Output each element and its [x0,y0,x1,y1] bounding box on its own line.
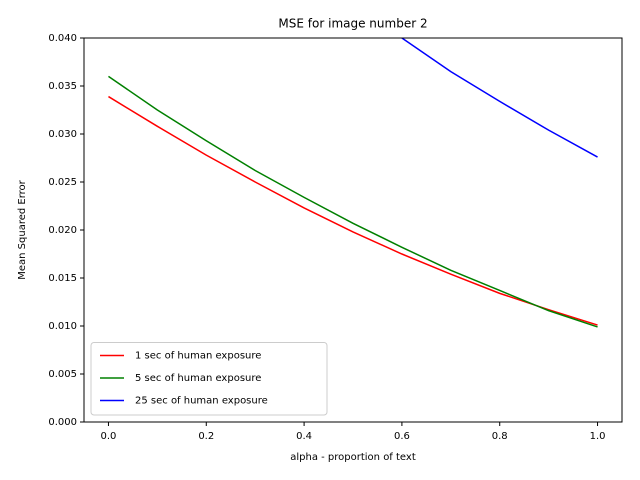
x-axis-label: alpha - proportion of text [290,452,416,463]
series-line [108,75,598,328]
x-tick-label: 1.0 [590,431,606,442]
x-tick-label: 0.8 [492,431,508,442]
y-tick-label: 0.030 [48,129,77,140]
x-tick-label: 0.0 [101,431,117,442]
legend-box [90,342,328,416]
y-axis-label: Mean Squared Error [17,179,28,279]
y-tick-label: 0.040 [48,33,77,44]
legend-label: 1 sec of human exposure [135,351,261,362]
y-tick-label: 0.015 [48,273,77,284]
y-tick-label: 0.010 [48,321,77,332]
y-tick-label: 0.005 [48,369,77,380]
x-tick-label: 0.6 [394,431,410,442]
y-tick-label: 0.000 [48,417,77,428]
series-line [401,38,598,158]
legend-label: 5 sec of human exposure [135,373,261,384]
x-tick-label: 0.2 [198,431,214,442]
series-line [108,95,598,326]
x-tick-label: 0.4 [296,431,312,442]
y-tick-label: 0.025 [48,177,77,188]
plot-area [108,38,598,328]
legend-label: 25 sec of human exposure [135,396,268,407]
y-tick-label: 0.035 [48,81,77,92]
y-tick-label: 0.020 [48,225,77,236]
chart-title: MSE for image number 2 [278,17,427,31]
